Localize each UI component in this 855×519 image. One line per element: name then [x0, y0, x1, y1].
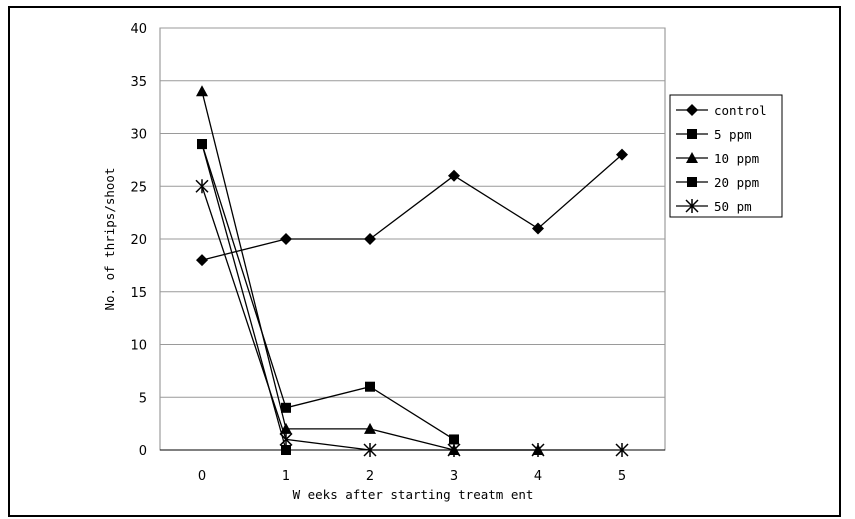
data-point: [616, 148, 628, 161]
legend-marker: [685, 199, 699, 213]
legend-label: 20 ppm: [714, 175, 759, 190]
x-tick-label: 0: [198, 469, 206, 484]
data-point: [195, 179, 209, 194]
y-tick-label: 15: [130, 286, 147, 301]
y-tick-label: 35: [130, 75, 147, 90]
y-tick-label: 0: [139, 444, 147, 459]
y-tick-label: 30: [130, 128, 147, 143]
data-point: [280, 233, 292, 245]
series-lines: [195, 85, 629, 457]
y-axis-title: No. of thrips/shoot: [102, 168, 117, 311]
y-tick-label: 10: [130, 339, 147, 354]
x-tick-label: 3: [450, 469, 458, 484]
legend-box: [669, 94, 783, 218]
series-line: [201, 154, 623, 261]
data-point: [365, 381, 375, 392]
x-tick-label: 5: [618, 469, 626, 484]
data-point: [364, 422, 376, 434]
series-0: [196, 148, 628, 267]
x-axis-title: W eeks after starting treatm ent: [293, 487, 534, 502]
data-point: [196, 85, 208, 97]
legend-marker: [687, 129, 697, 139]
legend-label: control: [714, 103, 767, 118]
legend-marker: [686, 104, 698, 116]
x-tick-label: 4: [534, 469, 542, 484]
legend: control 5 ppm 10 ppm 20 ppm 50 pm: [669, 94, 783, 218]
y-tick-label: 5: [139, 391, 147, 406]
data-point: [279, 432, 293, 447]
legend-label: 50 pm: [714, 199, 752, 214]
data-point: [196, 254, 208, 267]
y-tick-label: 40: [130, 22, 147, 37]
data-point: [448, 169, 460, 182]
x-axis-ticks: 0 1 2 3 4 5: [198, 469, 626, 484]
legend-label: 5 ppm: [714, 127, 752, 142]
y-tick-label: 25: [130, 180, 147, 195]
data-point: [532, 222, 544, 235]
gridlines: [160, 27, 665, 398]
data-point: [281, 402, 291, 413]
series-line: [201, 143, 455, 441]
y-tick-label: 20: [130, 233, 147, 248]
legend-label: 10 ppm: [714, 151, 759, 166]
y-axis-ticks: 0 5 10 15 20 25 30 35 40: [130, 22, 147, 459]
data-point: [449, 434, 459, 445]
data-point: [197, 139, 207, 150]
legend-marker: [686, 152, 698, 163]
x-tick-label: 2: [366, 469, 374, 484]
legend-marker: [687, 177, 697, 187]
x-tick-label: 1: [282, 469, 290, 484]
data-point: [364, 233, 376, 245]
